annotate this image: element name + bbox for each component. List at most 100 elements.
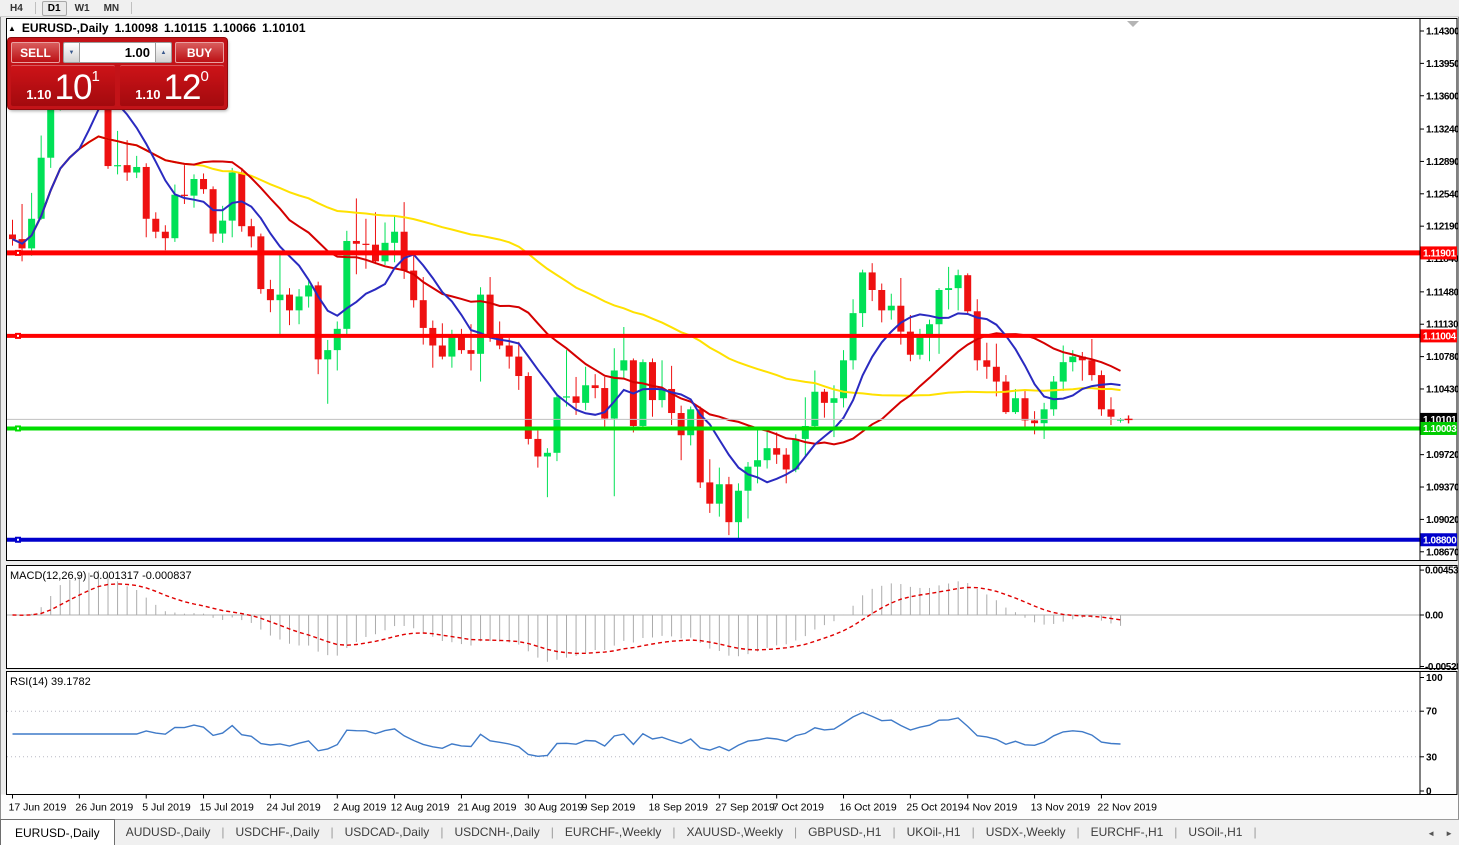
svg-text:1.09720: 1.09720: [1426, 450, 1459, 461]
time-axis[interactable]: 17 Jun 2019 26 Jun 2019 5 Jul 2019 15 Jul 2…: [9, 794, 1158, 814]
tab-usoil-h1[interactable]: USOil-,H1: [1188, 825, 1243, 839]
ma-fast-line: [12, 101, 1121, 484]
svg-text:1.10003: 1.10003: [1423, 424, 1457, 435]
macd-signal-line: [12, 583, 1121, 655]
macd-axis: 0.004536 0.00 -0.00520: [1420, 566, 1459, 673]
sell-price-button[interactable]: 1.10 10 1: [11, 65, 115, 106]
macd-indicator-label: MACD(12,26,9) -0.001317 -0.000837: [10, 570, 192, 582]
svg-text:1.08800: 1.08800: [1423, 535, 1457, 546]
window-border-left: [0, 17, 1, 819]
svg-text:24 Jul 2019: 24 Jul 2019: [266, 802, 320, 814]
chart-shift-marker-icon[interactable]: [1127, 21, 1139, 27]
price-badge: 1.10003: [1420, 421, 1458, 435]
one-click-trading-panel: SELL ▼ ▲ BUY 1.10 10 1 1.10 12 0: [8, 38, 227, 109]
volume-decrease-button[interactable]: ▼: [63, 42, 80, 63]
svg-text:5 Jul 2019: 5 Jul 2019: [142, 802, 191, 814]
hline-handle[interactable]: [15, 425, 21, 432]
toolbar-separator: [34, 2, 36, 14]
svg-text:30 Aug 2019: 30 Aug 2019: [524, 802, 583, 814]
volume-input[interactable]: [80, 42, 155, 63]
rsi-axis: 100 70 30 0: [1420, 673, 1443, 798]
svg-text:100: 100: [1426, 673, 1443, 684]
sell-price-big: 10: [54, 68, 93, 107]
svg-text:1.13600: 1.13600: [1426, 91, 1459, 102]
timeframe-button-d1[interactable]: D1: [41, 0, 67, 16]
tab-separator: |: [550, 825, 554, 839]
svg-text:21 Aug 2019: 21 Aug 2019: [457, 802, 516, 814]
tab-separator: |: [892, 825, 896, 839]
ma-slow-line: [12, 135, 1121, 397]
svg-text:1.08670: 1.08670: [1426, 547, 1459, 558]
buy-price-base: 1.10: [135, 87, 161, 102]
svg-text:1.09020: 1.09020: [1426, 515, 1459, 526]
svg-text:22 Nov 2019: 22 Nov 2019: [1097, 802, 1157, 814]
hline-handle[interactable]: [15, 536, 21, 543]
tab-eurusd-daily[interactable]: EURUSD-,Daily: [0, 819, 115, 845]
chart-tabs-bar: EURUSD-,Daily AUDUSD-,Daily | USDCHF-,Daily…: [0, 819, 1459, 845]
toolbar-separator: [131, 2, 133, 14]
ohlc-high: 1.10115: [164, 21, 207, 35]
svg-text:27 Sep 2019: 27 Sep 2019: [715, 802, 775, 814]
svg-text:1.11901: 1.11901: [1423, 248, 1457, 259]
tab-separator: |: [672, 825, 676, 839]
tab-eurchf-h1[interactable]: EURCHF-,H1: [1090, 825, 1164, 839]
ma-mid-line: [12, 135, 1121, 446]
tab-ukoil-h1[interactable]: UKOil-,H1: [906, 825, 961, 839]
svg-text:0: 0: [1426, 787, 1432, 798]
svg-text:26 Jun 2019: 26 Jun 2019: [75, 802, 133, 814]
one-click-collapse-icon[interactable]: ▲: [8, 24, 16, 33]
tab-audusd-daily[interactable]: AUDUSD-,Daily: [125, 825, 211, 839]
ohlc-close: 1.10101: [262, 21, 306, 35]
svg-text:17 Jun 2019: 17 Jun 2019: [9, 802, 67, 814]
tab-eurchf-weekly[interactable]: EURCHF-,Weekly: [564, 825, 662, 839]
tab-usdcnh-daily[interactable]: USDCNH-,Daily: [454, 825, 540, 839]
svg-text:1.12190: 1.12190: [1426, 222, 1459, 233]
price-badge: 1.08800: [1420, 533, 1458, 547]
tab-usdcad-daily[interactable]: USDCAD-,Daily: [344, 825, 430, 839]
buy-price-button[interactable]: 1.10 12 0: [120, 65, 224, 106]
svg-text:7 Oct 2019: 7 Oct 2019: [773, 802, 825, 814]
rsi-line: [12, 711, 1121, 758]
svg-text:1.10780: 1.10780: [1426, 352, 1459, 363]
tab-scroll-right-icon[interactable]: ►: [1445, 829, 1453, 838]
chart-title: ▲ EURUSD-,Daily 1.10098 1.10115 1.10066 …: [8, 21, 306, 35]
tab-usdchf-daily[interactable]: USDCHF-,Daily: [235, 825, 320, 839]
buy-price-pip: 0: [200, 68, 209, 85]
rsi-indicator-label: RSI(14) 39.1782: [10, 676, 91, 688]
ohlc-open: 1.10098: [114, 21, 158, 35]
svg-text:4 Nov 2019: 4 Nov 2019: [964, 802, 1018, 814]
timeframe-button-mn[interactable]: MN: [103, 2, 120, 14]
tab-xauusd-weekly[interactable]: XAUUSD-,Weekly: [686, 825, 783, 839]
timeframe-button-w1[interactable]: W1: [74, 2, 90, 14]
tab-scroll-left-icon[interactable]: ◄: [1427, 829, 1436, 838]
svg-text:1.12890: 1.12890: [1426, 157, 1459, 168]
svg-text:13 Nov 2019: 13 Nov 2019: [1031, 802, 1091, 814]
sell-price-pip: 1: [91, 68, 100, 85]
tab-separator: |: [221, 825, 225, 839]
svg-text:1.10430: 1.10430: [1426, 384, 1459, 395]
tab-gbpusd-h1[interactable]: GBPUSD-,H1: [808, 825, 882, 839]
svg-text:16 Oct 2019: 16 Oct 2019: [840, 802, 897, 814]
svg-text:30: 30: [1426, 752, 1438, 763]
svg-text:1.14300: 1.14300: [1426, 27, 1459, 38]
tab-separator: |: [1253, 825, 1257, 839]
tab-separator: |: [330, 825, 334, 839]
ohlc-low: 1.10066: [212, 21, 257, 35]
macd-histogram: [21, 570, 1122, 662]
svg-text:2 Aug 2019: 2 Aug 2019: [333, 802, 386, 814]
sell-button[interactable]: SELL: [11, 42, 60, 63]
hline-handle[interactable]: [15, 332, 21, 339]
svg-text:70: 70: [1426, 707, 1438, 718]
last-price-marker-icon: [1124, 415, 1133, 424]
volume-increase-button[interactable]: ▲: [155, 42, 172, 63]
hline-handle[interactable]: [15, 249, 21, 256]
svg-text:1.13950: 1.13950: [1426, 59, 1459, 70]
buy-button[interactable]: BUY: [175, 42, 224, 63]
svg-text:-0.00520: -0.00520: [1425, 662, 1459, 673]
tab-usdx-weekly[interactable]: USDX-,Weekly: [985, 825, 1066, 839]
price-axis[interactable]: 1.14300 1.13950 1.13600 1.13240 1.12890 1.125…: [1420, 27, 1459, 559]
svg-text:12 Aug 2019: 12 Aug 2019: [391, 802, 450, 814]
timeframe-button-h4[interactable]: H4: [10, 2, 23, 14]
svg-text:25 Oct 2019: 25 Oct 2019: [906, 802, 963, 814]
